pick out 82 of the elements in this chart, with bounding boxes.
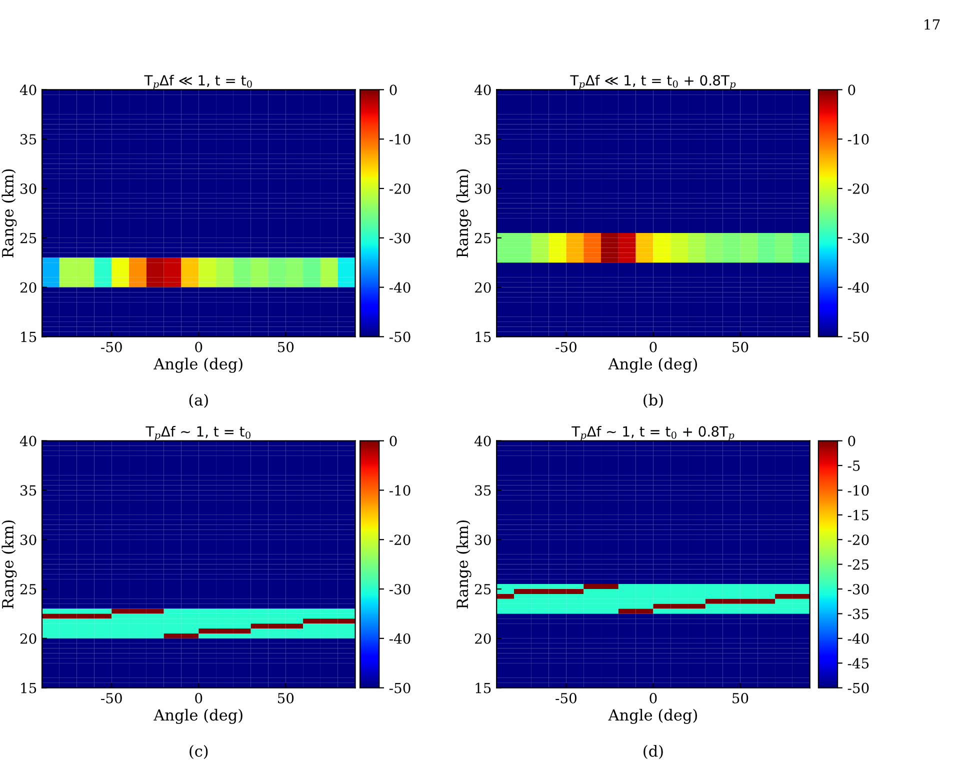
color-bar-label: -10 <box>848 134 869 145</box>
x-tick-label: 50 <box>278 692 294 704</box>
y-tick-label: 15 <box>476 682 491 694</box>
x-tick-label: 0 <box>195 692 202 704</box>
chart-title: T$_{p}$Δf ∼ 1, t = t$_{0}$ + 0.8T$_{p}$ <box>572 426 734 441</box>
text: (c) <box>190 745 208 759</box>
x-tick-label: -50 <box>556 692 576 704</box>
y-tick-label: 15 <box>21 332 36 342</box>
color-bar-label: -10 <box>389 485 410 496</box>
y-tick-label: 30 <box>20 183 36 194</box>
x-tick-label: -50 <box>101 342 122 352</box>
y-tick-label: 25 <box>475 584 491 594</box>
x-axis-title: Angle (deg) <box>608 358 697 373</box>
chart-title: T$_{p}$Δf ≪ 1, t = t$_{0}$ + 0.8T$_{p}$ <box>570 74 736 90</box>
color-bar-label: -30 <box>389 584 410 594</box>
color-bar-label: -50 <box>389 332 410 342</box>
color-bar-label: 0 <box>848 84 856 96</box>
color-bar-label: 0 <box>390 84 397 96</box>
color-bar-label: -40 <box>848 633 869 644</box>
y-axis-title: Range (km) <box>2 520 17 609</box>
y-axis-title: Range (km) <box>2 169 17 258</box>
color-bar-label: -20 <box>389 534 410 546</box>
color-bar-label: -40 <box>848 282 869 293</box>
x-tick-label: 50 <box>732 692 748 704</box>
chart-title: T$_{p}$Δf ≪ 1, t = t$_{0}$ <box>144 74 252 90</box>
color-bar-label: -20 <box>848 183 869 194</box>
y-tick-label: 40 <box>474 84 491 96</box>
color-bar-label: -35 <box>848 608 869 620</box>
color-bar-label: -30 <box>848 232 869 244</box>
x-tick-label: -50 <box>101 692 122 704</box>
color-bar-label: -45 <box>848 658 869 669</box>
y-tick-label: 35 <box>475 485 491 496</box>
y-tick-label: 20 <box>475 282 491 293</box>
x-tick-label: 0 <box>650 692 657 704</box>
x-tick-label: 0 <box>195 342 202 352</box>
y-tick-label: 25 <box>20 584 36 594</box>
y-tick-label: 40 <box>474 436 491 446</box>
x-tick-label: 50 <box>278 342 294 352</box>
color-bar-label: -20 <box>848 534 869 546</box>
y-tick-label: 40 <box>20 84 36 96</box>
color-bar-label: -40 <box>389 282 410 293</box>
text: (a) <box>189 394 208 408</box>
y-tick-label: 35 <box>20 134 36 145</box>
x-axis-title: Angle (deg) <box>154 358 242 373</box>
color-bar-label: -30 <box>848 584 869 594</box>
color-bar-label: -15 <box>848 510 869 520</box>
y-tick-label: 20 <box>20 633 36 644</box>
text: (b) <box>644 394 663 408</box>
color-bar-label: 0 <box>848 436 856 446</box>
y-tick-label: 20 <box>20 282 36 293</box>
y-tick-label: 35 <box>475 134 491 145</box>
y-tick-label: 20 <box>475 633 491 644</box>
color-bar-label: -40 <box>389 633 410 644</box>
color-bar-label: -50 <box>848 332 869 342</box>
y-tick-label: 35 <box>20 485 36 496</box>
x-tick-label: 0 <box>650 342 657 352</box>
text: 17 <box>924 19 940 30</box>
color-bar-label: -10 <box>848 485 869 496</box>
color-bar-label: -10 <box>389 134 410 145</box>
y-axis-title: Range (km) <box>456 169 472 258</box>
y-tick-label: 30 <box>475 183 491 194</box>
y-axis-title: Range (km) <box>456 520 472 609</box>
color-bar-label: -30 <box>389 232 410 244</box>
color-bar-label: -25 <box>848 559 869 570</box>
color-bar-label: -20 <box>389 183 410 194</box>
color-bar-label: -5 <box>848 460 860 471</box>
text: (d) <box>644 745 663 759</box>
y-tick-label: 30 <box>20 534 36 546</box>
color-bar-label: 0 <box>390 436 397 446</box>
y-tick-label: 15 <box>476 332 491 342</box>
y-tick-label: 15 <box>21 682 36 694</box>
x-tick-label: -50 <box>556 342 576 352</box>
x-axis-title: Angle (deg) <box>608 708 697 724</box>
y-tick-label: 40 <box>20 436 36 446</box>
chart-title: T$_{p}$Δf ∼ 1, t = t$_{0}$ <box>146 426 250 441</box>
color-bar-label: -50 <box>389 682 410 694</box>
x-tick-label: 50 <box>732 342 748 352</box>
y-tick-label: 30 <box>475 534 491 546</box>
x-axis-title: Angle (deg) <box>154 708 242 724</box>
y-tick-label: 25 <box>20 232 36 244</box>
color-bar-label: -50 <box>848 682 869 694</box>
y-tick-label: 25 <box>475 232 491 244</box>
